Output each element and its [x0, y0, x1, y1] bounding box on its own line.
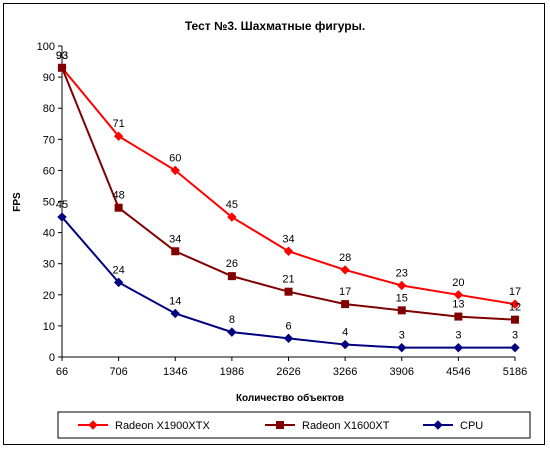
data-label: 13	[452, 299, 464, 311]
data-point	[397, 342, 407, 353]
data-label: 48	[113, 190, 125, 202]
data-label: 3	[399, 330, 405, 342]
data-point	[227, 327, 237, 337]
x-tick-label: 3906	[390, 366, 414, 378]
data-label: 28	[339, 252, 351, 264]
data-label: 17	[509, 286, 521, 298]
data-point	[341, 300, 350, 309]
legend: Radeon X1900XTX Radeon X1600XT CPU	[78, 420, 483, 432]
y-tick-label: 70	[43, 134, 55, 146]
data-label: 26	[226, 258, 238, 270]
x-tick-label: 706	[109, 366, 127, 378]
x-tick-label: 1346	[163, 366, 187, 378]
y-tick-label: 20	[43, 290, 55, 302]
data-point	[283, 246, 294, 256]
legend-entry: Radeon X1900XTX	[78, 420, 210, 432]
data-point	[283, 333, 294, 344]
data-label: 71	[113, 118, 125, 130]
legend-entry: CPU	[423, 420, 483, 432]
chart-frame	[3, 3, 545, 445]
data-point	[510, 299, 520, 309]
data-label: 3	[455, 330, 461, 342]
y-tick-label: 50	[43, 197, 55, 209]
x-tick-label: 5186	[503, 366, 527, 378]
y-tick-label: 40	[43, 228, 55, 240]
y-tick-label: 100	[37, 41, 55, 53]
data-point	[58, 63, 66, 72]
data-point	[114, 203, 123, 212]
y-tick-label: 10	[43, 321, 55, 333]
data-point	[113, 131, 124, 141]
data-point	[171, 247, 180, 256]
data-label: 4	[342, 327, 348, 339]
data-label: 6	[285, 320, 291, 332]
data-point	[510, 342, 520, 353]
series-layer	[57, 63, 520, 353]
data-point	[170, 308, 180, 319]
series-line	[61, 67, 516, 306]
data-point	[511, 315, 519, 324]
data-point	[397, 306, 406, 315]
data-label: 14	[169, 295, 181, 307]
data-label: 93	[56, 50, 68, 62]
y-tick-label: 80	[43, 103, 55, 115]
x-axis-title: Количество объектов	[236, 392, 344, 404]
data-point	[340, 339, 350, 350]
data-label: 12	[509, 302, 521, 314]
y-tick-label: 0	[49, 352, 55, 364]
x-tick-label: 1986	[220, 366, 244, 378]
data-point	[433, 420, 443, 430]
data-point	[276, 421, 284, 429]
data-label: 17	[339, 286, 351, 298]
data-label: 15	[396, 292, 408, 304]
data-label: 23	[396, 267, 408, 279]
data-point	[340, 265, 350, 275]
x-tick-label: 2626	[276, 366, 300, 378]
data-point	[284, 287, 293, 296]
data-label: 3	[512, 330, 518, 342]
x-tick-label: 4546	[446, 366, 470, 378]
x-tick-label: 66	[56, 366, 68, 378]
series-radeon-x1600xt	[58, 63, 519, 324]
data-label: 60	[169, 152, 181, 164]
data-point	[453, 342, 464, 353]
legend-label: Radeon X1900XTX	[115, 420, 210, 432]
legend-label: CPU	[460, 420, 483, 432]
data-point	[397, 280, 407, 291]
data-label: 8	[229, 314, 235, 326]
data-point	[88, 420, 98, 430]
y-axis-title: FPS	[12, 192, 23, 212]
data-label: 21	[282, 274, 294, 286]
data-label: 34	[282, 233, 294, 245]
data-label: 45	[56, 199, 68, 211]
y-tick-label: 90	[43, 72, 55, 84]
chart-title: Тест №3. Шахматные фигуры.	[185, 19, 365, 33]
legend-entry: Radeon X1600XT	[265, 420, 390, 432]
data-point	[227, 272, 236, 281]
legend-label: Radeon X1600XT	[302, 420, 390, 432]
data-point	[227, 212, 237, 222]
data-point	[113, 277, 124, 288]
data-label: 45	[226, 199, 238, 211]
y-tick-label: 60	[43, 165, 55, 177]
series-radeon-x1900xtx	[57, 63, 520, 309]
data-label: 24	[113, 264, 125, 276]
data-point	[454, 312, 463, 321]
data-point	[170, 165, 180, 176]
data-point	[453, 290, 464, 300]
x-tick-label: 3266	[333, 366, 357, 378]
data-point	[57, 212, 67, 222]
data-label: 20	[452, 277, 464, 289]
y-tick-label: 30	[43, 259, 55, 271]
data-label: 93	[56, 50, 68, 62]
data-label: 34	[169, 233, 181, 245]
series-cpu	[57, 212, 520, 353]
